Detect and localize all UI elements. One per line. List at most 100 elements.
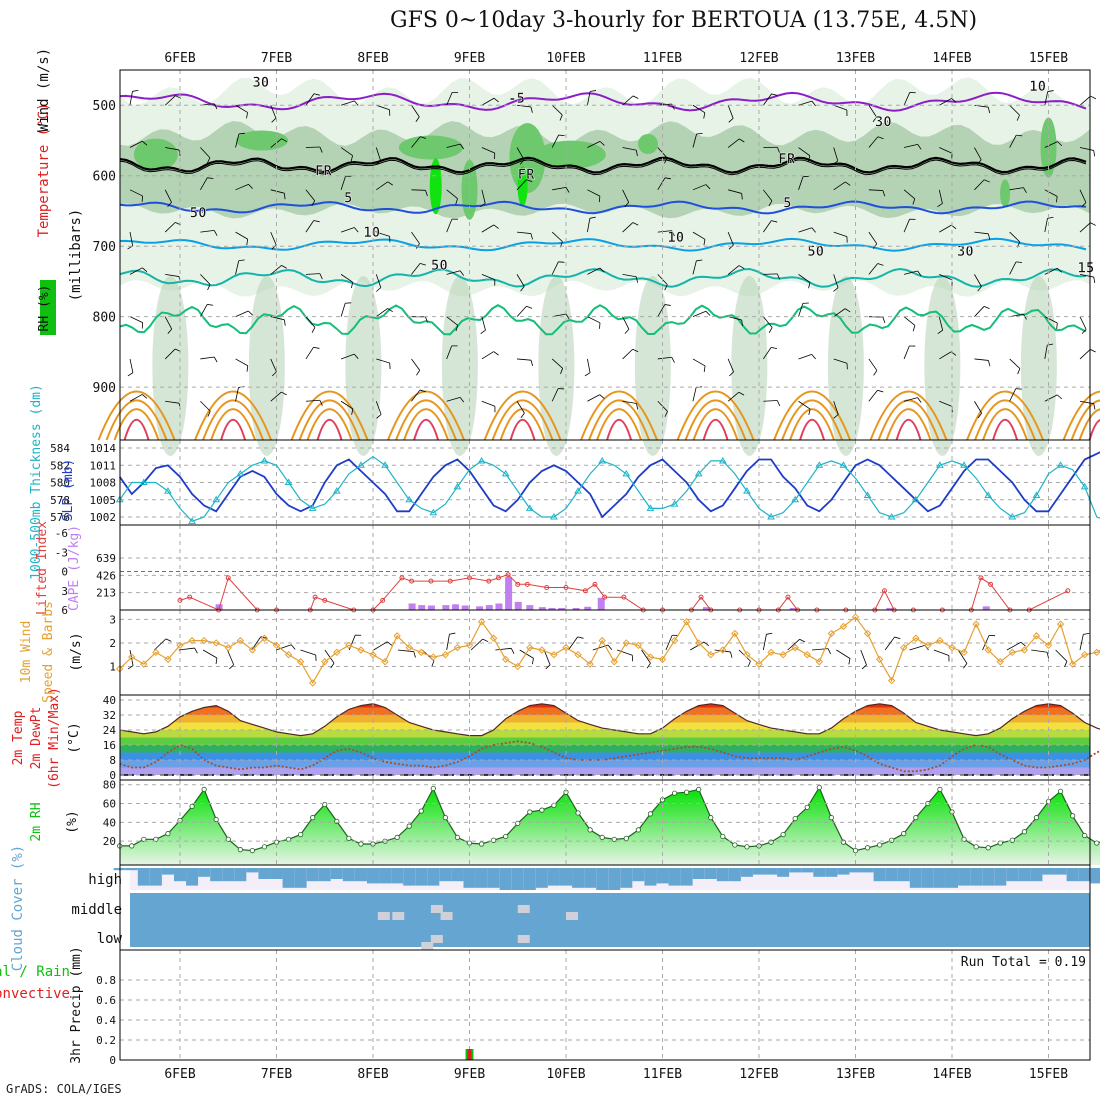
profile-500-barb-flag-25 [1016,114,1020,121]
cloud-high-bar-11 [246,868,259,873]
profile-800-barb-5 [305,316,316,328]
temp-label-3: (6hr Min/Max) [47,687,62,789]
profile-800-barb-flag-26 [1056,322,1058,330]
precip-conv-bar-0 [467,1049,472,1060]
temp-arc-9-3 [1088,418,1100,441]
rh-point-64 [889,837,895,843]
temp-arc-5-3 [702,418,729,441]
profile-620-barb-2 [200,177,208,191]
profile-920-barb-flag-5 [319,400,323,406]
wind10m-barb-2 [178,647,195,651]
cape-bar-9 [495,603,503,610]
wind-marker-79 [1068,660,1077,668]
profile-620-barb-26 [1044,189,1058,197]
thickness-marker-12 [260,456,269,464]
profile-680-barb-flag-16 [703,239,706,246]
profile-560-barb-27 [1079,147,1094,151]
wind10m-barb-17 [543,649,551,665]
profile-920-barb-4 [270,391,282,402]
profile-500-barb-7 [376,104,390,111]
temp-band-8 [120,752,1090,760]
contour-label-11: 30 [875,114,892,130]
lifted-tick-0: 0 [61,566,68,579]
cloud-high-bar-56 [789,868,802,873]
temp-arc-4-2 [596,408,643,441]
wind-marker-10 [236,636,245,645]
profile-920-barb-flag-24 [977,412,982,419]
profile-560-barb-flag-27 [1093,150,1096,157]
profile-500-barb-20 [833,104,847,111]
profile-620-barb-flag-8 [425,190,428,197]
profile-560-barb-flag-19 [807,155,811,162]
profile-500-barb-flag-3 [246,112,248,119]
contour-label-13: 50 [431,258,448,274]
cloud-high-bar-3 [149,868,162,886]
temp-band-32 [120,707,1090,715]
profile-500-barb-5 [305,93,315,106]
temp-label-2: 2m DewPt [29,707,44,770]
wind10m-barb-16 [519,649,534,659]
profile-860-barb-18 [763,347,772,360]
profile-740-barb-4 [270,265,282,275]
profile-920-barb-2 [200,400,211,412]
profile-560-barb-14 [622,147,637,151]
profile-860-barb-24 [974,358,989,361]
cloud-high-bar-42 [620,868,633,888]
profile-560-barb-flag-15 [664,157,668,164]
profile-680-barb-2 [200,229,215,233]
lifted-point-15 [447,578,453,584]
slp-tick-1005: 1005 [90,494,117,507]
profile-740-barb-1 [165,273,180,277]
profile-500-barb-17 [727,105,734,119]
profile-860-barb-10 [481,351,494,360]
temp-arc-0-1 [202,399,265,441]
cloud-high-bar-40 [596,868,609,890]
wind10m-barb-flag-0 [127,665,134,670]
thickness-marker-38 [574,487,582,494]
temp-arc-7-3 [895,418,922,441]
cloud-high-bar-72 [982,868,995,886]
profile-680-barb-flag-17 [728,244,734,250]
cloud-gap-4 [517,905,530,913]
wind10m-barb-6 [276,644,292,651]
wind-marker-51 [731,629,739,638]
rh-point-28 [454,834,461,841]
cloud-high-bar-66 [909,868,922,888]
rh-saturated-1 [429,158,442,215]
temp-band-36 [120,703,1090,708]
profile-620-barb-flag-27 [1081,202,1087,208]
thickness-tick-576: 576 [50,511,70,524]
profile-620-barb-3 [235,183,249,191]
profile-740-barb-21 [868,263,879,275]
wind-marker-21 [369,650,377,659]
temp-arc--1-2 [113,408,160,441]
wind10m-barb-26 [762,634,767,651]
profile-680-barb-flag-3 [246,239,249,246]
profile-560-barb-19 [798,147,811,157]
profile-920-barb-21 [868,389,878,402]
profile-740-barb-9 [446,270,461,275]
profile-800-barb-flag-8 [425,316,428,323]
profile-800-barb-22 [903,316,916,326]
cloud-high-bar-71 [970,868,983,886]
temp-arc-3-3 [509,418,536,441]
profile-560-barb-flag-4 [281,138,288,143]
profile-500-barb-12 [551,104,563,116]
profile-620-barb-flag-2 [207,177,214,179]
profile-740-barb-25 [1009,261,1017,275]
top-date-8: 14FEB [932,51,971,66]
lifted-tick-6: 6 [61,604,68,617]
wind-marker-54 [767,648,775,657]
rh-point-17 [322,801,328,808]
profile-680-barb-0 [129,232,134,246]
wind-marker-49 [707,650,715,659]
temp-label-4: (°C) [67,722,82,753]
cloud-high-bar-49 [704,868,717,879]
legend-convective: Convective [0,986,70,1002]
profile-740-barb-flag-5 [319,273,323,280]
wind-marker-17 [321,658,329,666]
profile-500-barb-flag-4 [271,117,277,123]
profile-500-barb-flag-21 [872,116,877,123]
cloud-high-bar-54 [765,868,778,875]
wind10m-barb-31 [884,636,895,651]
